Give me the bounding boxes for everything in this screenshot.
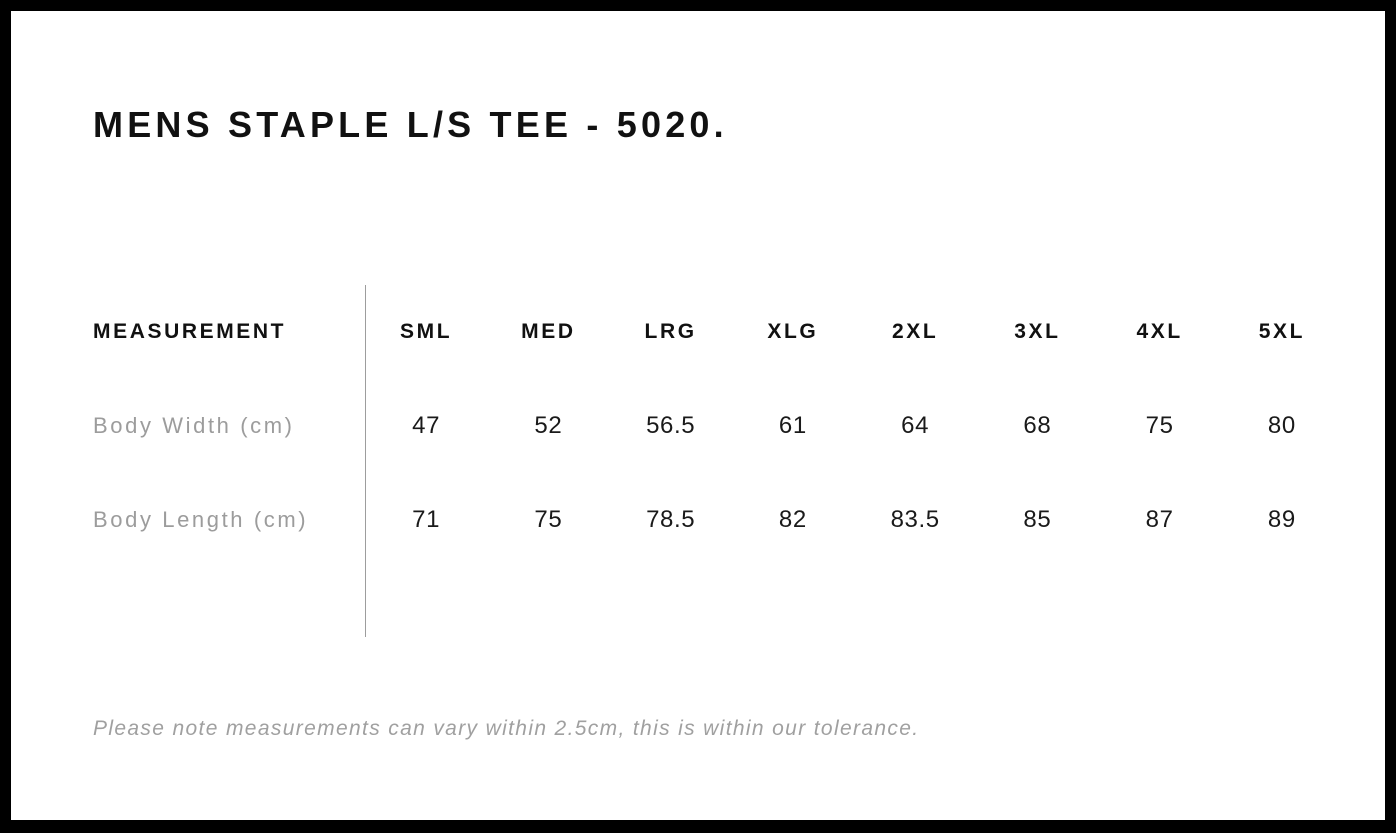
- cell-body-length-med: 75: [534, 506, 563, 533]
- size-chart-table: MEASUREMENT SML MED LRG XLG 2XL 3XL 4XL …: [11, 285, 1385, 567]
- cell-body-width-5xl: 80: [1267, 412, 1296, 439]
- table-row: Body Width (cm) 47 52 56.5 61 64 68 75 8…: [11, 379, 1385, 473]
- column-header-4xl: 4XL: [1136, 320, 1183, 343]
- column-header-sml: SML: [400, 320, 453, 343]
- cell-body-width-lrg: 56.5: [646, 412, 696, 439]
- cell-body-width-xlg: 61: [778, 412, 807, 439]
- table-header-row: MEASUREMENT SML MED LRG XLG 2XL 3XL 4XL …: [11, 285, 1385, 379]
- cell-body-width-sml: 47: [412, 412, 441, 439]
- cell-body-width-4xl: 75: [1145, 412, 1174, 439]
- table-row: Body Length (cm) 71 75 78.5 82 83.5 85 8…: [11, 473, 1385, 567]
- cell-body-length-2xl: 83.5: [890, 506, 940, 533]
- cell-body-width-3xl: 68: [1023, 412, 1052, 439]
- column-divider: [365, 285, 366, 637]
- column-header-2xl: 2XL: [891, 320, 939, 343]
- cell-body-length-5xl: 89: [1267, 506, 1296, 533]
- row-label-body-length: Body Length (cm): [93, 507, 309, 532]
- row-label-body-width: Body Width (cm): [93, 413, 295, 438]
- column-header-xlg: XLG: [767, 320, 819, 343]
- cell-body-length-lrg: 78.5: [646, 506, 696, 533]
- column-header-measurement: MEASUREMENT: [93, 320, 287, 343]
- cell-body-width-med: 52: [534, 412, 563, 439]
- column-header-3xl: 3XL: [1014, 320, 1061, 343]
- page-title: MENS STAPLE L/S TEE - 5020.: [93, 104, 728, 145]
- table-right-spacer: [1343, 412, 1385, 440]
- table-right-spacer: [1343, 506, 1385, 534]
- column-header-med: MED: [521, 320, 576, 343]
- cell-body-length-xlg: 82: [778, 506, 807, 533]
- cell-body-width-2xl: 64: [901, 412, 930, 439]
- size-chart-card: MENS STAPLE L/S TEE - 5020. MEASUREMENT …: [11, 11, 1385, 820]
- cell-body-length-3xl: 85: [1023, 506, 1052, 533]
- row-values-body-length: 71 75 78.5 82 83.5 85 87 89: [365, 506, 1385, 534]
- cell-body-length-4xl: 87: [1145, 506, 1174, 533]
- tolerance-footnote: Please note measurements can vary within…: [93, 717, 920, 740]
- size-header-cells: SML MED LRG XLG 2XL 3XL 4XL 5XL: [365, 320, 1385, 344]
- row-values-body-width: 47 52 56.5 61 64 68 75 80: [365, 412, 1385, 440]
- cell-body-length-sml: 71: [412, 506, 441, 533]
- table-right-spacer: [1343, 320, 1385, 344]
- column-header-lrg: LRG: [644, 320, 697, 343]
- column-header-5xl: 5XL: [1258, 320, 1306, 343]
